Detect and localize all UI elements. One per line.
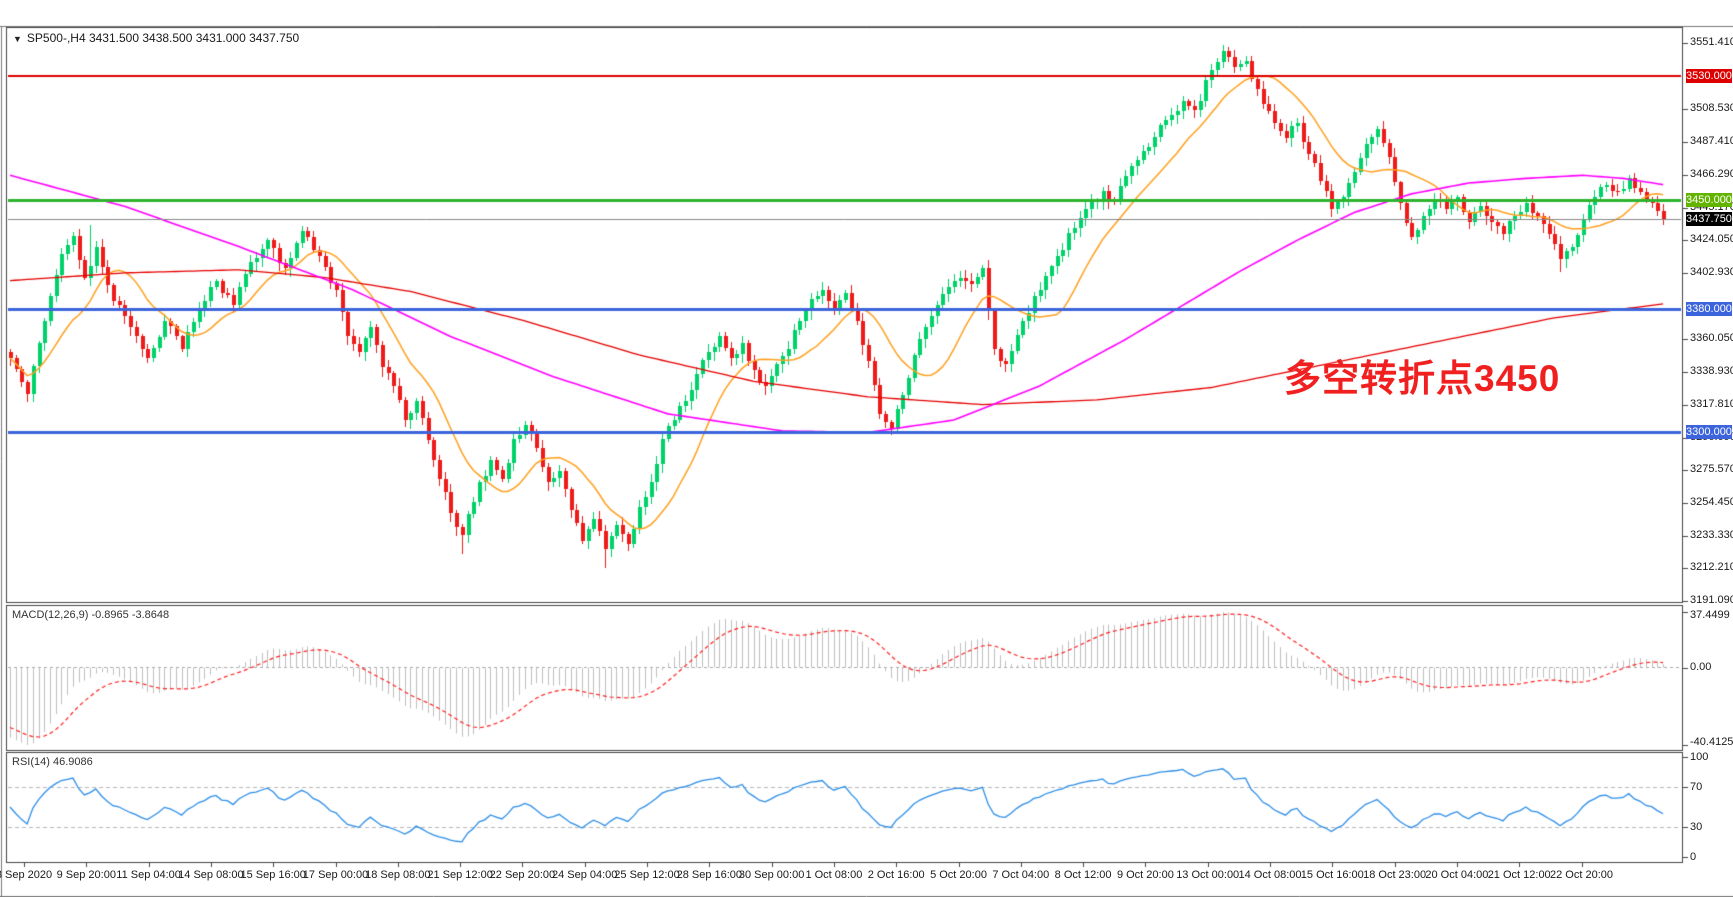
price-tick-label: 3508.530	[1690, 102, 1733, 115]
current-price-badge: 3437.750	[1686, 212, 1732, 227]
rsi-axis-label: 0	[1690, 851, 1697, 863]
time-axis-label: 17 Sep 00:00	[302, 869, 369, 881]
time-axis-label: 14 Oct 08:00	[1238, 869, 1302, 881]
macd-axis-label: -40.4125	[1690, 736, 1733, 748]
rsi-axis-label: 30	[1690, 821, 1703, 833]
time-axis-label: 9 Oct 20:00	[1116, 869, 1174, 881]
price-tick-label: 3254.450	[1690, 495, 1733, 508]
macd-axis-label: 0.00	[1690, 660, 1712, 673]
time-axis-label: 9 Sep 20:00	[56, 869, 116, 881]
time-axis-label: 15 Sep 16:00	[240, 869, 306, 881]
price-tick-label: 3360.050	[1690, 332, 1733, 345]
price-tick-label: 3275.570	[1690, 463, 1733, 476]
time-axis-label: 21 Oct 12:00	[1487, 869, 1551, 881]
time-axis-label: 13 Oct 00:00	[1176, 869, 1240, 881]
price-tick-label: 3191.090	[1690, 594, 1733, 607]
time-axis-label: 7 Oct 04:00	[992, 869, 1050, 881]
time-axis-label: 2 Oct 16:00	[867, 869, 925, 881]
time-axis-label: 22 Oct 20:00	[1550, 869, 1613, 881]
chart-text-annotation[interactable]: 多空转折点3450	[1284, 358, 1561, 399]
time-axis-label: 8 Oct 12:00	[1054, 869, 1112, 881]
chart-menu-caret-icon[interactable]: ▼	[13, 34, 22, 44]
time-axis-label: 8 Sep 2020	[0, 869, 53, 881]
time-axis-label: 5 Oct 20:00	[930, 869, 987, 881]
price-tick-label: 3487.410	[1690, 135, 1733, 148]
time-axis-label: 22 Sep 20:00	[489, 869, 556, 881]
time-axis-label: 1 Oct 08:00	[805, 869, 863, 881]
time-axis-label: 15 Oct 16:00	[1300, 869, 1364, 881]
price-level-badge: 3300.000	[1686, 425, 1732, 440]
macd-axis-label: 37.4499	[1690, 609, 1730, 621]
time-axis-label: 18 Sep 08:00	[365, 869, 431, 881]
price-tick-label: 3317.810	[1690, 397, 1733, 410]
price-tick-label: 3551.410	[1690, 36, 1733, 48]
time-axis-label: 11 Sep 04:00	[116, 869, 181, 881]
time-axis-label: 28 Sep 16:00	[676, 869, 743, 881]
time-axis-label: 24 Sep 04:00	[551, 869, 618, 881]
price-tick-label: 3233.330	[1690, 528, 1733, 541]
price-level-badge: 3530.000	[1686, 69, 1732, 84]
price-tick-label: 3212.210	[1690, 561, 1733, 574]
price-tick-label: 3338.930	[1690, 365, 1733, 378]
time-axis-label: 18 Oct 23:00	[1363, 869, 1427, 881]
time-axis-label: 20 Oct 04:00	[1425, 869, 1489, 881]
rsi-indicator-label: RSI(14) 46.9086	[12, 756, 93, 768]
time-axis-label: 30 Sep 00:00	[738, 869, 805, 881]
price-tick-label: 3466.290	[1690, 167, 1733, 180]
time-axis-label: 21 Sep 12:00	[427, 869, 493, 881]
time-axis-label: 25 Sep 12:00	[614, 869, 680, 881]
chart-title-text: SP500-,H4 3431.500 3438.500 3431.000 343…	[26, 31, 300, 45]
rsi-axis-label: 70	[1690, 781, 1703, 793]
price-level-badge: 3380.000	[1686, 301, 1732, 316]
macd-indicator-label: MACD(12,26,9) -0.8965 -3.8648	[12, 609, 170, 621]
price-level-badge: 3450.000	[1686, 193, 1732, 208]
price-tick-label: 3424.050	[1690, 233, 1733, 246]
time-axis-label: 14 Sep 08:00	[178, 869, 244, 881]
chart-title[interactable]: ▼ SP500-,H4 3431.500 3438.500 3431.000 34…	[13, 31, 299, 45]
rsi-axis-label: 100	[1690, 751, 1709, 763]
price-tick-label: 3402.930	[1690, 265, 1733, 278]
